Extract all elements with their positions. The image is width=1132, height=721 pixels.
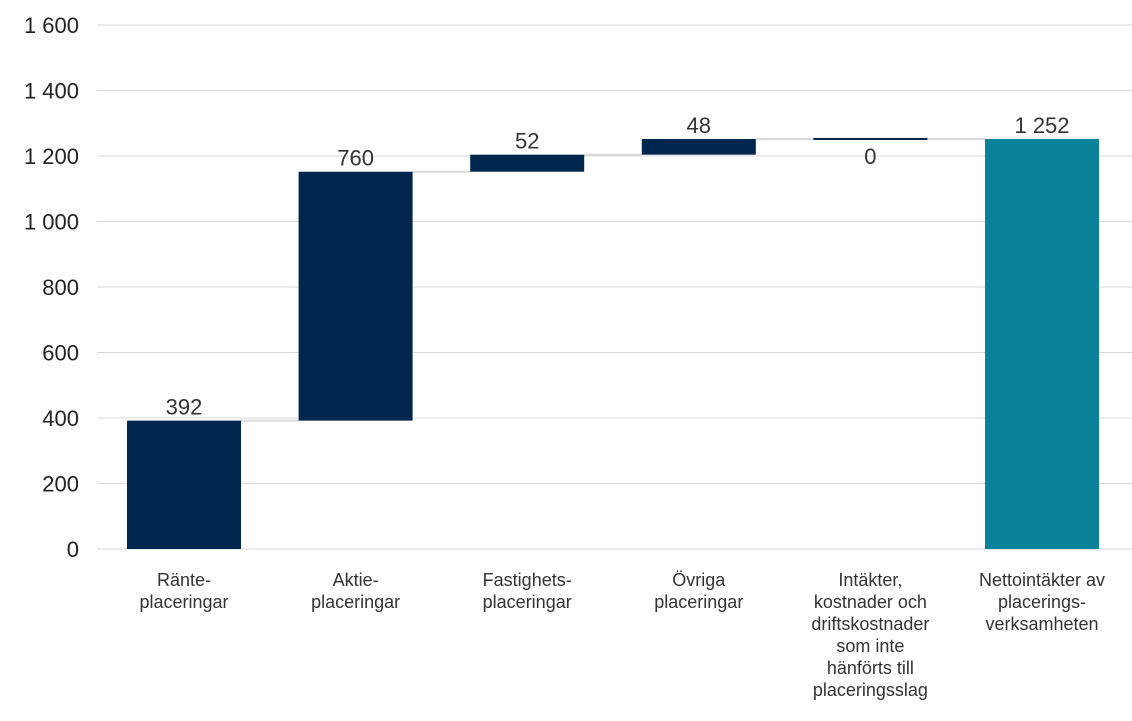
y-tick-label: 1 000 xyxy=(24,210,79,235)
bar xyxy=(985,138,1099,549)
x-axis: Ränte-placeringar Aktie-placeringar Fastig… xyxy=(139,570,1105,700)
y-tick-label: 400 xyxy=(42,406,79,431)
data-label: 1 252 xyxy=(1014,113,1069,138)
bar xyxy=(127,420,241,549)
y-tick-label: 1 200 xyxy=(24,144,79,169)
data-labels: 392 760 52 48 0 1 252 xyxy=(166,113,1070,420)
gridlines xyxy=(97,24,1132,550)
data-label: 48 xyxy=(687,113,711,138)
y-tick-label: 1 400 xyxy=(24,79,79,104)
x-tick-label: Ränte-placeringar xyxy=(139,570,228,612)
bar xyxy=(641,138,756,155)
x-tick-label: Aktie-placeringar xyxy=(311,570,400,612)
y-tick-label: 600 xyxy=(42,341,79,366)
data-label: 0 xyxy=(864,144,876,169)
y-tick-label: 1 600 xyxy=(24,13,79,38)
y-tick-label: 200 xyxy=(42,472,79,497)
data-label: 760 xyxy=(337,146,374,171)
x-tick-label: Övriga placeringar xyxy=(654,570,743,612)
bar xyxy=(298,171,413,421)
data-label: 392 xyxy=(166,395,203,420)
bar xyxy=(813,137,928,140)
y-axis: 0 200 400 600 800 1 000 1 200 1 400 1 600 xyxy=(24,13,79,562)
x-tick-label: Fastighets-placeringar xyxy=(483,570,572,612)
data-label: 52 xyxy=(515,129,539,154)
x-tick-label: Nettointäkter av placerings-verksamheten xyxy=(979,570,1105,634)
x-tick-label: Intäkter, kostnader och driftskostnader som… xyxy=(811,570,929,700)
bar xyxy=(470,154,585,172)
y-tick-label: 800 xyxy=(42,275,79,300)
connector-lines xyxy=(241,137,985,422)
y-tick-label: 0 xyxy=(67,537,79,562)
bars xyxy=(127,137,1099,549)
